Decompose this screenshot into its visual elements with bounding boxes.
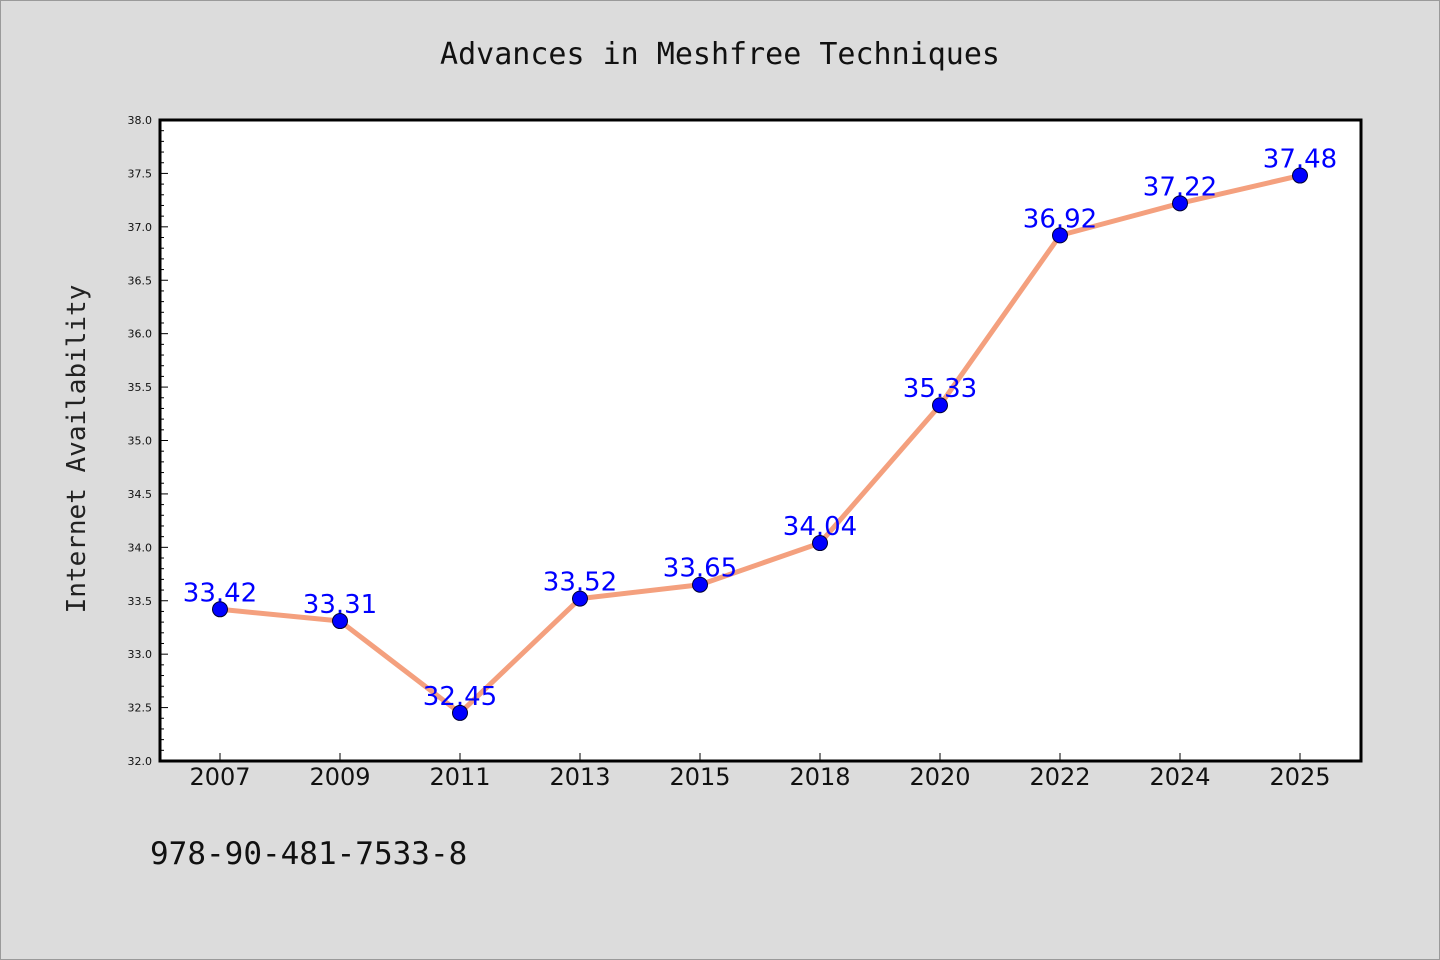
data-point: [452, 704, 468, 721]
data-point: [1052, 227, 1068, 244]
data-label: 33.42: [183, 578, 257, 608]
data-label: 36.92: [1023, 204, 1097, 234]
y-tick-label: 33.0: [128, 648, 153, 661]
x-tick-label: 2015: [669, 763, 730, 791]
x-tick-label: 2007: [189, 763, 250, 791]
data-point: [932, 397, 948, 414]
x-tick-label: 2009: [309, 763, 370, 791]
data-point: [812, 535, 828, 552]
data-label: 34.04: [783, 512, 857, 542]
x-tick-label: 2022: [1029, 763, 1090, 791]
y-tick-label: 37.5: [128, 167, 153, 180]
x-tick-label: 2025: [1269, 763, 1330, 791]
x-tick-label: 2024: [1149, 763, 1210, 791]
x-tick-label: 2011: [429, 763, 490, 791]
y-tick-label: 34.0: [128, 541, 153, 554]
data-label: 33.52: [543, 568, 617, 598]
series-points-group: [212, 167, 1308, 721]
data-point: [572, 590, 588, 607]
data-point: [1172, 195, 1188, 212]
y-tick-label: 37.0: [128, 221, 153, 234]
plot-area: [158, 118, 1363, 763]
data-label: 37.48: [1263, 145, 1337, 175]
data-label: 37.22: [1143, 172, 1217, 202]
data-label: 32.45: [423, 682, 497, 712]
y-tick-label: 36.0: [128, 328, 153, 341]
series-line: [219, 173, 1301, 716]
chart-title: Advances in Meshfree Techniques: [440, 37, 1000, 72]
data-point: [692, 576, 708, 593]
x-tick-label: 2018: [789, 763, 850, 791]
data-point: [1292, 167, 1308, 184]
x-axis-ticks: 2007 2009 2011 2013 2015 2018 2020 2022 2024 2025: [189, 753, 1331, 791]
y-tick-label: 36.5: [128, 274, 153, 287]
y-tick-label: 35.5: [128, 381, 153, 394]
series-line-group: [219, 173, 1301, 716]
y-tick-label: 34.5: [128, 488, 153, 501]
x-tick-label: 2013: [549, 763, 610, 791]
y-axis-label: Internet Availability: [62, 285, 92, 614]
data-labels-group: 33.42 33.31 32.45 33.52 33.65 34.04 35.33 36.92…: [183, 145, 1337, 712]
y-tick-label: 33.5: [128, 595, 153, 608]
y-tick-label: 32.5: [128, 702, 153, 715]
data-point: [212, 601, 228, 618]
data-point: [332, 613, 348, 630]
x-tick-label: 2020: [909, 763, 970, 791]
y-axis-ticks: 32.0 32.5 33.0 33.5 34.0 34.5 35.0 35.5 36.0 36.5…: [128, 114, 168, 768]
y-tick-label: 38.0: [128, 114, 153, 127]
data-label: 35.33: [903, 374, 977, 404]
data-label: 33.65: [663, 554, 737, 584]
footer-code: 978-90-481-7533-8: [150, 836, 467, 872]
y-tick-label: 35.0: [128, 435, 153, 448]
data-label: 33.31: [303, 590, 377, 620]
y-tick-label: 32.0: [128, 755, 153, 768]
